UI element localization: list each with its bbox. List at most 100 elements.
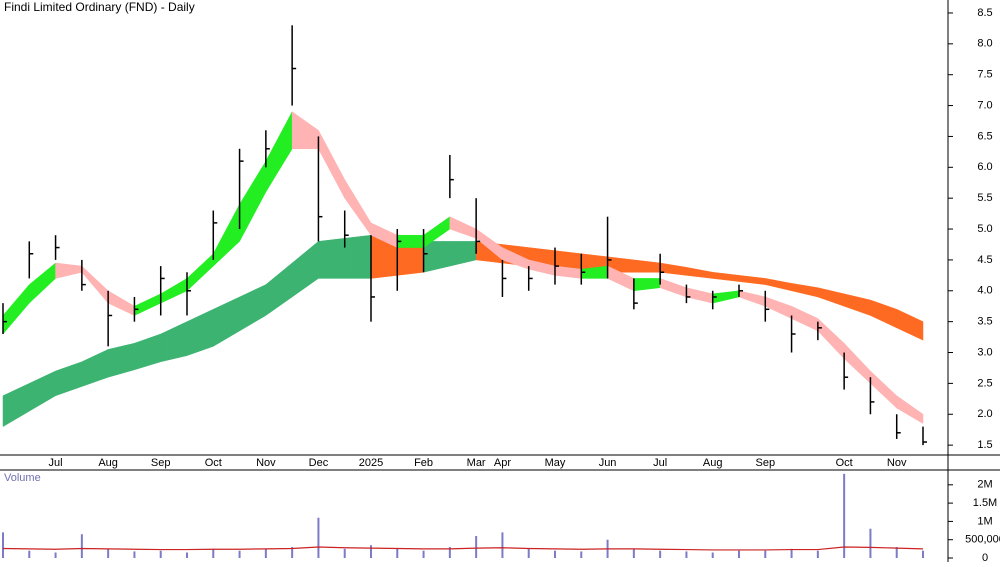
- volume-bar: [527, 548, 530, 558]
- volume-bar: [212, 548, 215, 558]
- volume-bar: [922, 550, 924, 558]
- x-tick-label: Aug: [98, 457, 118, 469]
- ribbon-segment: [134, 333, 161, 371]
- ribbon-segment: [107, 290, 135, 316]
- volume-bar: [738, 550, 740, 558]
- x-tick-label: Jun: [599, 457, 617, 469]
- ribbon-segment: [449, 216, 477, 239]
- ribbon-segment: [318, 130, 345, 199]
- volume-bar: [632, 548, 635, 558]
- x-tick-label: Mar: [467, 457, 486, 469]
- ribbon-segment: [686, 287, 713, 304]
- volume-bar: [895, 547, 898, 558]
- ribbon-segment: [344, 234, 372, 279]
- ribbon-segment: [186, 253, 214, 292]
- y-tick-label: 8.0: [977, 38, 992, 50]
- ribbon-segment: [896, 395, 924, 424]
- x-tick-label: Oct: [205, 457, 222, 469]
- y-tick-label: 1M: [977, 515, 992, 527]
- y-tick-label: 8.5: [977, 7, 992, 19]
- y-tick-label: 500,000: [965, 534, 1000, 546]
- y-tick-label: 5.5: [977, 192, 992, 204]
- ribbon-segment: [738, 275, 766, 285]
- volume-bar: [396, 548, 399, 558]
- y-tick-label: 6.5: [977, 130, 992, 142]
- volume-bar: [159, 550, 162, 558]
- volume-bar: [2, 532, 4, 558]
- volume-bar: [554, 550, 556, 558]
- volume-bar: [659, 550, 662, 558]
- volume-bar: [790, 548, 793, 558]
- volume-bar: [475, 536, 478, 558]
- y-tick-label: 3.5: [977, 316, 992, 328]
- x-tick-label: Feb: [414, 457, 433, 469]
- volume-bar: [291, 547, 294, 558]
- ribbon-segment: [817, 317, 845, 360]
- ribbon-segment: [213, 296, 240, 347]
- y-tick-label: 6.0: [977, 161, 992, 173]
- ribbon-segment: [265, 262, 293, 316]
- ribbon-segment: [160, 321, 188, 363]
- ribbon-segment: [107, 342, 135, 378]
- x-tick-label: Sep: [755, 457, 775, 469]
- x-tick-label: Dec: [309, 457, 329, 469]
- ribbon-segment: [765, 278, 792, 292]
- ribbon-segment: [81, 349, 109, 387]
- volume-bar: [80, 534, 83, 558]
- volume-bar: [764, 550, 767, 558]
- plot-area: [2, 25, 927, 558]
- volume-bar: [28, 550, 31, 558]
- volume-bar: [238, 550, 241, 558]
- volume-bar: [107, 548, 110, 558]
- volume-bar: [501, 532, 504, 558]
- ribbon-segment: [239, 284, 267, 332]
- y-tick-label: 2.5: [977, 377, 992, 389]
- y-tick-label: 3.0: [977, 346, 992, 358]
- chart-title: Findi Limited Ordinary (FND) - Daily: [4, 0, 195, 14]
- ribbon-segment: [449, 241, 477, 267]
- ribbon-segment: [633, 259, 661, 273]
- ribbon-segment: [344, 178, 372, 237]
- ribbon-segment: [633, 278, 661, 292]
- volume-bar: [133, 551, 136, 558]
- ribbon-segment: [659, 278, 687, 298]
- x-tick-label: Aug: [703, 457, 723, 469]
- volume-bar: [317, 517, 320, 558]
- ribbon-segment: [29, 262, 56, 304]
- ribbon-segment: [160, 277, 188, 304]
- volume-bar: [711, 552, 714, 558]
- ribbon-segment: [55, 262, 83, 279]
- ribbon-segment: [2, 283, 30, 335]
- ribbon-segment: [29, 370, 56, 412]
- ribbon-segment: [738, 290, 766, 307]
- x-tick-label: Nov: [256, 457, 276, 469]
- ribbon-segment: [791, 305, 819, 332]
- ribbon-segment: [134, 293, 161, 316]
- ribbon-segment: [712, 271, 740, 282]
- ribbon-segment: [265, 111, 293, 193]
- volume-bar: [816, 550, 819, 558]
- y-tick-label: 5.0: [977, 223, 992, 235]
- y-tick-label: 1.5: [977, 439, 992, 451]
- ribbon-segment: [239, 160, 267, 242]
- ribbon-segment: [896, 308, 924, 341]
- y-tick-label: 2M: [977, 479, 992, 491]
- ribbon-segment: [843, 293, 871, 316]
- x-tick-label: May: [545, 457, 566, 469]
- y-tick-label: 7.0: [977, 99, 992, 111]
- ribbon-segment: [318, 238, 345, 279]
- ribbon-segment: [791, 283, 819, 298]
- x-tick-label: Sep: [151, 457, 171, 469]
- ribbon-segment: [659, 262, 687, 276]
- volume-bar: [448, 547, 451, 558]
- volume-bar: [186, 552, 188, 558]
- x-tick-label: Jul: [49, 457, 63, 469]
- y-tick-label: 0: [982, 552, 988, 562]
- ribbon-segment: [291, 240, 319, 298]
- ribbon-segment: [213, 204, 240, 267]
- volume-bar: [843, 473, 846, 558]
- x-tick-label: Jul: [653, 457, 667, 469]
- volume-bar: [264, 548, 267, 558]
- y-tick-label: 1.5M: [973, 497, 997, 509]
